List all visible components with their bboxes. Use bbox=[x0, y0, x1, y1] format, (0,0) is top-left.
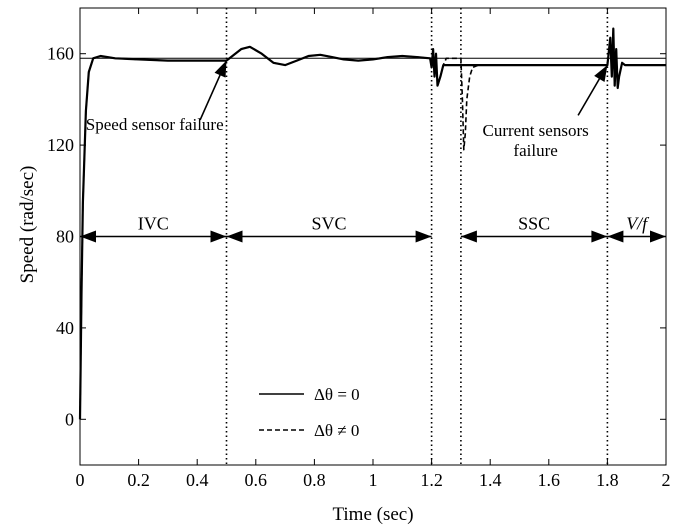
legend-label: Δθ ≠ 0 bbox=[314, 421, 359, 440]
x-tick-label: 2 bbox=[662, 470, 671, 490]
series-layer bbox=[78, 27, 666, 420]
x-tick-label: 1.8 bbox=[596, 470, 619, 490]
y-tick-label: 40 bbox=[56, 318, 74, 338]
x-tick-label: 1.6 bbox=[538, 470, 561, 490]
x-axis-label: Time (sec) bbox=[332, 504, 413, 525]
y-tick-label: 160 bbox=[47, 44, 74, 64]
x-tick-label: 1 bbox=[369, 470, 378, 490]
region-layer: IVC SVC SSC V/f bbox=[80, 214, 666, 243]
annotation-layer: Speed sensor failure Current sensorsfailu… bbox=[86, 60, 609, 160]
annotation-arrowhead bbox=[594, 65, 608, 82]
x-tick-label: 0.6 bbox=[245, 470, 268, 490]
annotation-text: Speed sensor failure bbox=[86, 115, 224, 134]
region-arrowhead-right bbox=[650, 230, 666, 243]
region-arrowhead-right bbox=[415, 230, 432, 243]
x-tick-label: 0 bbox=[76, 470, 85, 490]
x-tick-label: 1.2 bbox=[420, 470, 443, 490]
x-tick-label: 0.2 bbox=[127, 470, 150, 490]
legend-label: Δθ = 0 bbox=[314, 385, 360, 404]
region-arrowhead-left bbox=[226, 230, 243, 243]
region-arrowhead-right bbox=[210, 230, 227, 243]
x-ticks-layer: 0 0.2 0.4 0.6 0.8 1 1.2 1.4 1.6 1.8 2 bbox=[76, 8, 671, 490]
legend: Δθ = 0 Δθ ≠ 0 bbox=[259, 385, 360, 440]
region-arrowhead-left bbox=[80, 230, 96, 243]
region-arrowhead-left bbox=[607, 230, 624, 243]
annotation-arrowhead bbox=[214, 60, 227, 78]
y-tick-label: 0 bbox=[65, 409, 74, 429]
x-tick-label: 1.4 bbox=[479, 470, 502, 490]
y-tick-label: 80 bbox=[56, 227, 74, 247]
y-axis-label: Speed (rad/sec) bbox=[17, 166, 38, 284]
region-label: SVC bbox=[312, 214, 347, 234]
annotation-text: failure bbox=[513, 141, 557, 160]
y-ticks-layer: 0 40 80 120 160 bbox=[47, 44, 666, 429]
y-tick-label: 120 bbox=[47, 135, 74, 155]
x-tick-label: 0.4 bbox=[186, 470, 209, 490]
series-line-dashed bbox=[79, 27, 666, 420]
region-label: SSC bbox=[518, 214, 550, 234]
region-label: IVC bbox=[138, 214, 169, 234]
annotation-text: Current sensors bbox=[482, 121, 588, 140]
region-arrowhead-right bbox=[591, 230, 608, 243]
x-tick-label: 0.8 bbox=[303, 470, 326, 490]
region-label: V/f bbox=[626, 214, 650, 234]
region-arrowhead-left bbox=[460, 230, 477, 243]
